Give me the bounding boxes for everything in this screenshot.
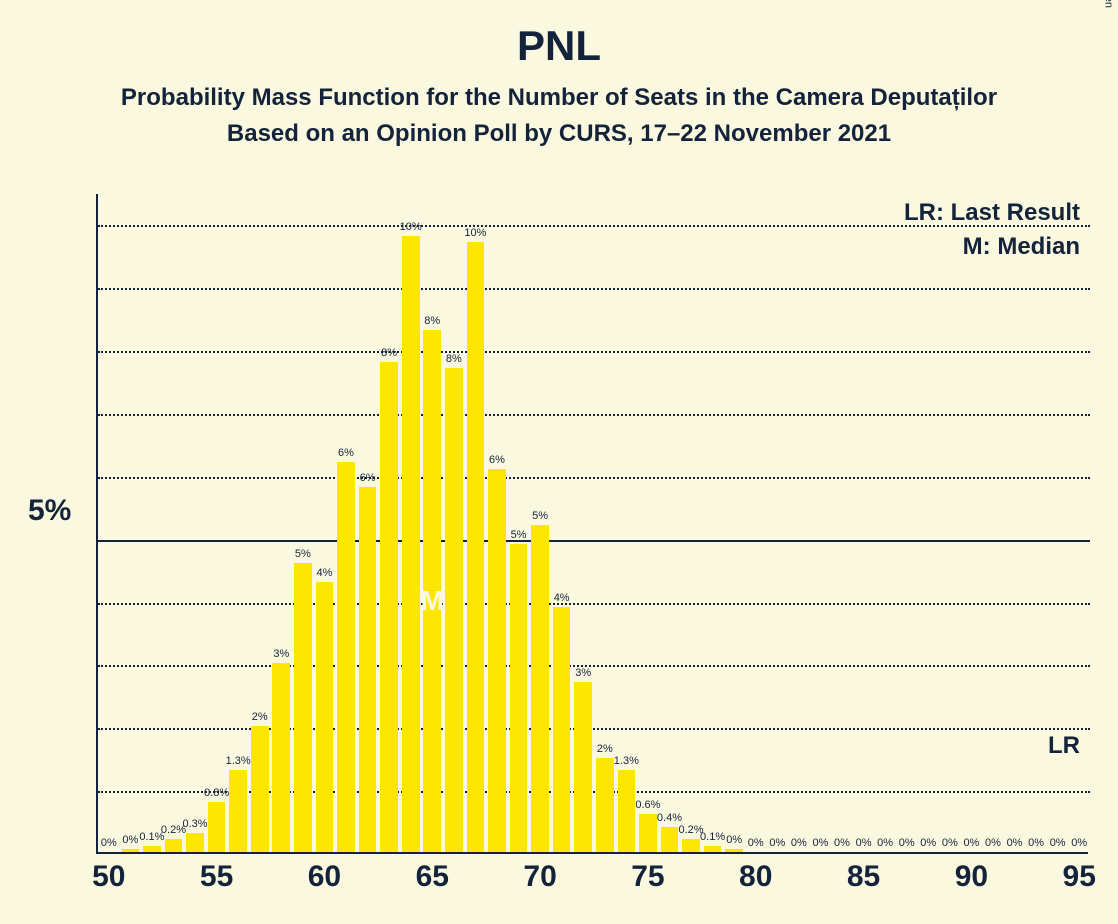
bar xyxy=(639,814,657,852)
bar xyxy=(553,607,571,852)
bar-value-label: 0% xyxy=(812,837,828,849)
bar-value-label: 5% xyxy=(511,529,527,541)
bar-value-label: 0.8% xyxy=(204,787,229,799)
bar-value-label: 0.6% xyxy=(635,799,660,811)
bar-value-label: 0% xyxy=(1071,837,1087,849)
bar xyxy=(574,682,592,852)
bar xyxy=(380,362,398,852)
bar-value-label: 5% xyxy=(532,510,548,522)
bar-value-label: 10% xyxy=(400,221,422,233)
chart-subtitle-1: Probability Mass Function for the Number… xyxy=(0,70,1118,112)
bar xyxy=(596,758,614,852)
x-tick-label: 55 xyxy=(200,860,233,894)
bar-value-label: 8% xyxy=(424,315,440,327)
bar xyxy=(359,487,377,852)
bar-value-label: 2% xyxy=(252,711,268,723)
bar xyxy=(402,236,420,852)
x-tick-label: 85 xyxy=(847,860,880,894)
bar xyxy=(618,770,636,852)
bar xyxy=(208,802,226,852)
bar xyxy=(467,242,485,852)
bars-container: 0%0%0.1%0.2%0.3%0.8%1.3%2%3%5%4%6%6%8%10… xyxy=(98,192,1090,852)
bar-value-label: 0% xyxy=(920,837,936,849)
bar xyxy=(704,846,722,852)
bar xyxy=(294,563,312,852)
bar-value-label: 8% xyxy=(381,347,397,359)
bar-value-label: 0% xyxy=(899,837,915,849)
copyright-text: © 2021 Filip van Laenen xyxy=(1102,0,1114,8)
bar xyxy=(122,849,140,852)
bar xyxy=(229,770,247,852)
bar-value-label: 0% xyxy=(1028,837,1044,849)
bar-value-label: 0% xyxy=(1050,837,1066,849)
bar-value-label: 0% xyxy=(834,837,850,849)
bar-value-label: 1.3% xyxy=(226,755,251,767)
bar-value-label: 0% xyxy=(791,837,807,849)
x-tick-label: 50 xyxy=(92,860,125,894)
bar-value-label: 1.3% xyxy=(614,755,639,767)
bar xyxy=(165,839,183,852)
bar xyxy=(423,330,441,852)
bar-value-label: 0% xyxy=(101,837,117,849)
bar xyxy=(725,849,743,852)
x-tick-label: 65 xyxy=(416,860,449,894)
bar xyxy=(531,525,549,852)
bar-value-label: 0% xyxy=(963,837,979,849)
bar xyxy=(272,663,290,852)
bar-value-label: 3% xyxy=(575,667,591,679)
bar-value-label: 6% xyxy=(338,447,354,459)
bar-value-label: 0.3% xyxy=(182,818,207,830)
bar-value-label: 0.1% xyxy=(700,831,725,843)
chart-area: 5% LR: Last Result M: Median 0%0%0.1%0.2… xyxy=(96,194,1088,854)
x-tick-label: 75 xyxy=(631,860,664,894)
bar-value-label: 0% xyxy=(942,837,958,849)
bar xyxy=(143,846,161,852)
bar-value-label: 0% xyxy=(856,837,872,849)
chart-subtitle-2: Based on an Opinion Poll by CURS, 17–22 … xyxy=(0,112,1118,148)
bar xyxy=(661,827,679,852)
x-tick-label: 95 xyxy=(1063,860,1096,894)
bar-value-label: 0% xyxy=(122,834,138,846)
y-axis-label: 5% xyxy=(28,494,71,528)
bar-value-label: 4% xyxy=(316,567,332,579)
bar-value-label: 2% xyxy=(597,743,613,755)
bar xyxy=(445,368,463,852)
bar-value-label: 0.4% xyxy=(657,812,682,824)
lr-marker: LR xyxy=(1048,732,1080,760)
x-tick-label: 80 xyxy=(739,860,772,894)
bar xyxy=(337,462,355,852)
x-tick-label: 70 xyxy=(523,860,556,894)
bar-value-label: 5% xyxy=(295,548,311,560)
bar-value-label: 6% xyxy=(360,472,376,484)
bar-value-label: 0% xyxy=(748,837,764,849)
chart-title: PNL xyxy=(0,0,1118,70)
bar xyxy=(682,839,700,852)
bar xyxy=(251,726,269,852)
bar-value-label: 0% xyxy=(877,837,893,849)
bar xyxy=(316,582,334,852)
bar-value-label: 0% xyxy=(1007,837,1023,849)
bar-value-label: 0% xyxy=(726,834,742,846)
x-tick-label: 90 xyxy=(955,860,988,894)
x-axis-ticks: 50556065707580859095 xyxy=(98,858,1090,898)
bar-value-label: 0% xyxy=(769,837,785,849)
bar xyxy=(186,833,204,852)
plot-area: LR: Last Result M: Median 0%0%0.1%0.2%0.… xyxy=(96,194,1088,854)
bar-value-label: 0% xyxy=(985,837,1001,849)
bar-value-label: 4% xyxy=(554,592,570,604)
x-tick-label: 60 xyxy=(308,860,341,894)
bar xyxy=(488,469,506,852)
bar-value-label: 8% xyxy=(446,353,462,365)
bar-value-label: 10% xyxy=(464,227,486,239)
bar-value-label: 3% xyxy=(273,648,289,660)
bar-value-label: 6% xyxy=(489,454,505,466)
bar xyxy=(510,544,528,852)
